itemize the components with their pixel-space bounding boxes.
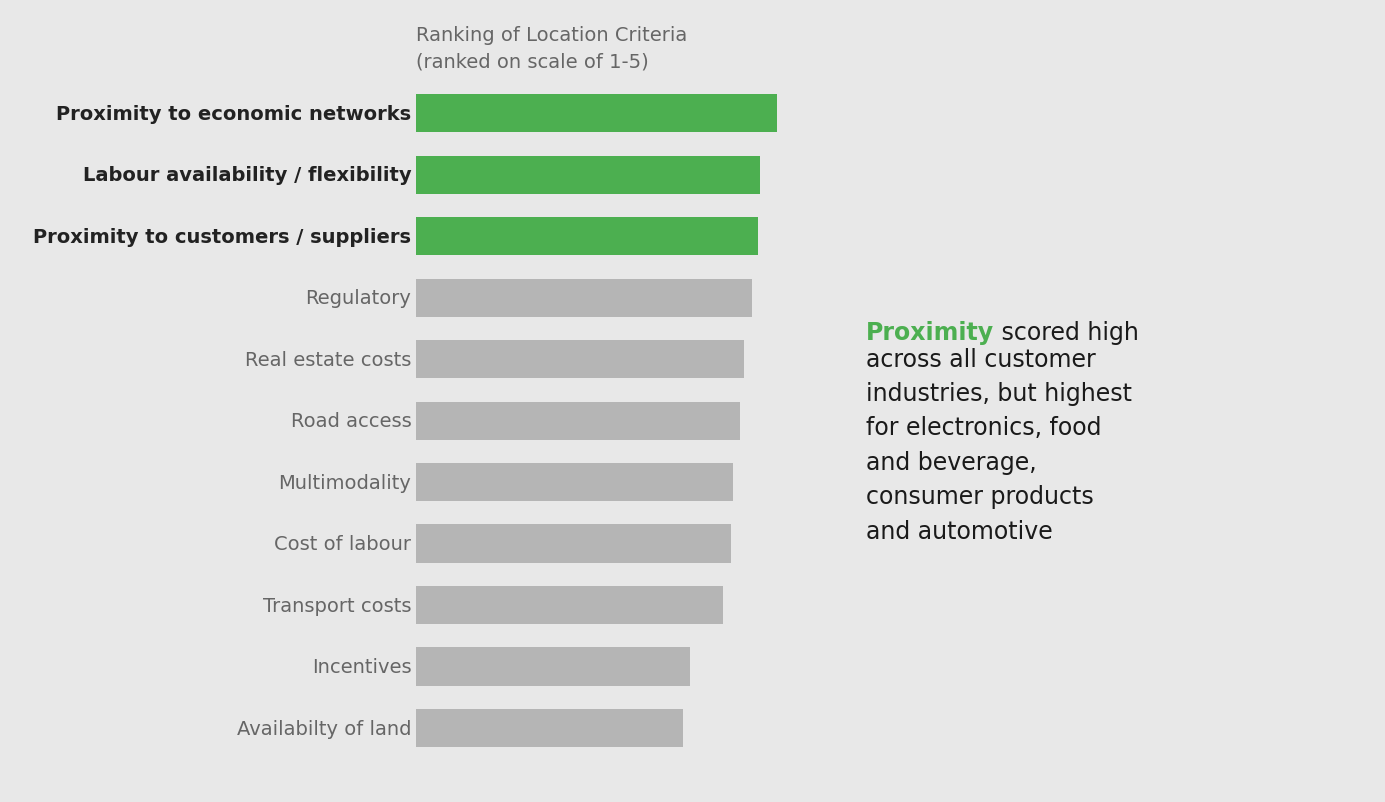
Bar xyxy=(416,586,723,624)
Bar xyxy=(416,402,740,440)
Bar xyxy=(416,218,758,256)
Bar xyxy=(416,709,683,747)
Text: Cost of labour: Cost of labour xyxy=(274,534,411,553)
Text: Real estate costs: Real estate costs xyxy=(245,350,411,369)
Text: across all customer
industries, but highest
for electronics, food
and beverage,
: across all customer industries, but high… xyxy=(866,347,1132,543)
Text: Transport costs: Transport costs xyxy=(263,596,411,615)
Text: Multimodality: Multimodality xyxy=(278,473,411,492)
Text: Labour availability / flexibility: Labour availability / flexibility xyxy=(83,166,411,185)
Text: Incentives: Incentives xyxy=(312,657,411,676)
Bar xyxy=(416,279,752,318)
Bar xyxy=(416,648,690,686)
Bar xyxy=(416,464,733,501)
Bar xyxy=(416,341,744,379)
Bar xyxy=(416,156,760,194)
Bar xyxy=(416,525,731,563)
Text: Proximity to economic networks: Proximity to economic networks xyxy=(57,104,411,124)
Text: Proximity: Proximity xyxy=(866,321,994,345)
Text: Availabilty of land: Availabilty of land xyxy=(237,719,411,738)
Text: scored high: scored high xyxy=(994,321,1138,345)
Text: Proximity to customers / suppliers: Proximity to customers / suppliers xyxy=(33,227,411,246)
Text: Road access: Road access xyxy=(291,411,411,431)
Text: Regulatory: Regulatory xyxy=(306,289,411,308)
Text: Ranking of Location Criteria
(ranked on scale of 1-5): Ranking of Location Criteria (ranked on … xyxy=(416,26,687,71)
Bar xyxy=(416,95,777,133)
